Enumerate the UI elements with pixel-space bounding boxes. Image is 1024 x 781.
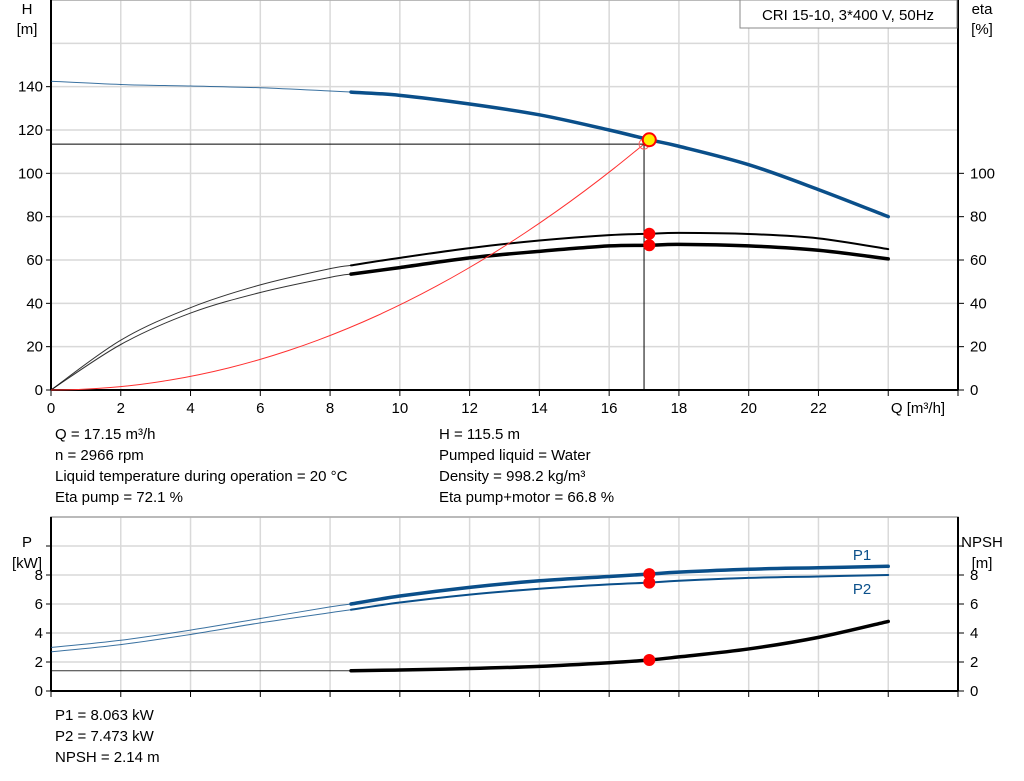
panel1-y-axis-label-left: P <box>22 534 32 551</box>
info-head: H = 115.5 m <box>439 426 521 443</box>
panel0-eta-pump-curve-extrapolated <box>50 264 352 391</box>
panel0-y-tick-label-right: 20 <box>970 339 987 356</box>
panel0-y-tick-label-left: 80 <box>26 209 43 226</box>
info-eta-pump-motor: Eta pump+motor = 66.8 % <box>439 489 615 506</box>
duty-point-marker <box>641 132 657 148</box>
panel0-y-axis-label-left-unit: [m] <box>17 21 38 38</box>
panel0-y-tick-label-left: 120 <box>18 122 43 139</box>
info-p1: P1 = 8.063 kW <box>55 707 154 724</box>
info-density: Density = 998.2 kg/m³ <box>439 468 586 485</box>
panel0-x-tick-label: 2 <box>117 400 125 417</box>
panel0-y-tick-label-right: 100 <box>970 165 995 182</box>
panel0-y-tick-label-right: 80 <box>970 209 987 226</box>
panel1-y-tick-label-left: 0 <box>35 683 43 700</box>
panel0-y-tick-label-left: 0 <box>35 382 43 399</box>
info-eta-pump: Eta pump = 72.1 % <box>55 489 183 506</box>
panel0-x-tick-label: 18 <box>671 400 688 417</box>
panel0-y-tick-label-left: 140 <box>18 79 43 96</box>
panel1-y-tick-label-left: 2 <box>35 654 43 671</box>
panel0-plot-frame <box>50 0 959 391</box>
info-p2: P2 = 7.473 kW <box>55 728 154 745</box>
power-operating-point <box>643 576 656 589</box>
panel1-npsh-curve <box>349 619 890 673</box>
panel0-x-tick-label: 14 <box>531 400 548 417</box>
panel0-y-tick-label-right: 40 <box>970 295 987 312</box>
panel0-x-tick-label: 4 <box>186 400 194 417</box>
panel0-y-tick-label-left: 60 <box>26 252 43 269</box>
info-npsh: NPSH = 2.14 m <box>55 749 160 766</box>
panel1-p1-curve-extrapolated <box>50 603 352 648</box>
panel1-p2-curve <box>350 574 890 611</box>
power-info: P1 = 8.063 kW P2 = 7.473 kW NPSH = 2.14 … <box>55 705 160 768</box>
panel0-eta-pump-motor-curve <box>349 242 890 276</box>
panel0-eta-pump-motor-curve-extrapolated <box>50 273 352 391</box>
panel1-y-tick-label-right: 8 <box>970 567 978 584</box>
p2-series-label: P2 <box>853 581 871 598</box>
info-speed: n = 2966 rpm <box>55 447 144 464</box>
panel0-x-tick-label: 12 <box>461 400 478 417</box>
system-curve <box>50 141 647 391</box>
panel1-y-tick-label-left: 8 <box>35 567 43 584</box>
panel1-y-tick-label-right: 6 <box>970 596 978 613</box>
info-temperature: Liquid temperature during operation = 20… <box>55 468 348 485</box>
panel1-y-tick-label-right: 4 <box>970 625 978 642</box>
panel1-y-axis-label-left-unit: [kW] <box>12 555 42 572</box>
panel0-x-tick-label: 8 <box>326 400 334 417</box>
panel0-y-tick-label-right: 0 <box>970 382 978 399</box>
panel1-p1-curve <box>349 564 890 606</box>
info-liquid: Pumped liquid = Water <box>439 447 591 464</box>
power-operating-point <box>643 568 656 581</box>
panel0-x-tick-label: 6 <box>256 400 264 417</box>
panel0-x-axis-label: Q [m³/h] <box>891 400 945 417</box>
panel0-y-axis-label-right: eta <box>972 1 994 18</box>
panel0-y-tick-label-left: 100 <box>18 165 43 182</box>
duty-info-left: Q = 17.15 m³/h n = 2966 rpm Liquid tempe… <box>55 424 347 508</box>
panel0-x-tick-label: 10 <box>392 400 409 417</box>
panel1-y-axis-label-right: NPSH <box>961 534 1003 551</box>
panel0-x-tick-label: 16 <box>601 400 618 417</box>
duty-info-right: H = 115.5 m Pumped liquid = Water Densit… <box>439 424 614 508</box>
panel1-p2-curve-extrapolated <box>50 609 352 653</box>
p1-series-label: P1 <box>853 547 871 564</box>
eta-operating-point <box>643 227 656 240</box>
legend-text: CRI 15-10, 3*400 V, 50Hz <box>762 7 934 24</box>
panel0-y-tick-label-left: 20 <box>26 339 43 356</box>
panel0-y-tick-label-right: 60 <box>970 252 987 269</box>
panel0-x-tick-label: 20 <box>740 400 757 417</box>
legend-box <box>739 0 958 29</box>
panel0-x-tick-label: 0 <box>47 400 55 417</box>
panel1-y-tick-label-right: 0 <box>970 683 978 700</box>
panel1-y-tick-label-left: 4 <box>35 625 43 642</box>
panel1-y-axis-label-right-unit: [m] <box>972 555 993 572</box>
panel1-y-tick-label-left: 6 <box>35 596 43 613</box>
power-operating-point <box>643 653 656 666</box>
panel0-h-curve-extrapolated <box>50 80 352 93</box>
panel0-eta-pump-curve <box>350 231 890 267</box>
panel0-y-axis-label-right-unit: [%] <box>971 21 993 38</box>
panel0-h-curve <box>349 90 890 219</box>
info-flow: Q = 17.15 m³/h <box>55 426 156 443</box>
eta-operating-point <box>643 239 656 252</box>
panel1-y-tick-label-right: 2 <box>970 654 978 671</box>
panel0-x-tick-label: 22 <box>810 400 827 417</box>
panel0-y-tick-label-left: 40 <box>26 295 43 312</box>
panel0-y-axis-label-left: H <box>22 1 33 18</box>
